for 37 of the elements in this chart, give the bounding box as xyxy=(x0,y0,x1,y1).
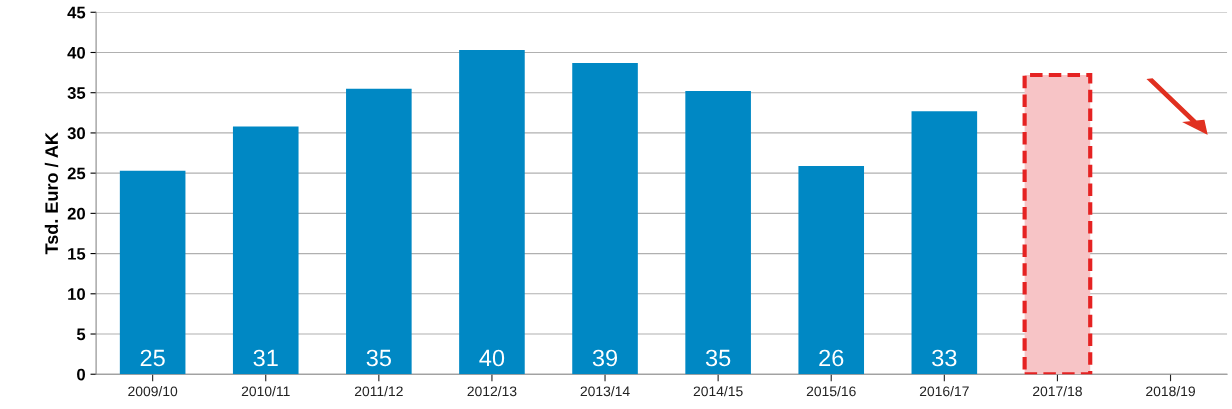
bar xyxy=(119,170,186,375)
x-tick-label: 2012/13 xyxy=(467,386,517,397)
x-tick-label: 2016/17 xyxy=(919,386,969,397)
x-tick-label: 2010/11 xyxy=(241,386,290,397)
bar xyxy=(572,62,638,375)
y-tick-label: 10 xyxy=(68,288,85,300)
x-tick-label: 2013/14 xyxy=(580,386,630,397)
data-label: 40 xyxy=(479,349,505,367)
x-tick-label: 2014/15 xyxy=(693,386,743,397)
data-label: 39 xyxy=(592,349,618,367)
bar xyxy=(685,91,751,375)
y-tick-label: 20 xyxy=(67,207,85,220)
y-tick-label: 15 xyxy=(68,248,86,260)
y-tick-label: 45 xyxy=(67,6,86,19)
y-tick-label: 5 xyxy=(76,328,86,341)
data-label: 35 xyxy=(705,349,731,367)
bar xyxy=(346,88,412,375)
y-axis-title: Tsd. Euro / AK xyxy=(44,132,59,255)
bar xyxy=(911,111,978,375)
data-label: 31 xyxy=(253,349,278,367)
bar xyxy=(232,126,299,375)
y-tick-label: 0 xyxy=(77,368,85,381)
y-tick-label: 40 xyxy=(67,46,85,59)
data-label: 35 xyxy=(366,349,391,367)
data-label: 26 xyxy=(819,349,844,367)
x-tick-label: 2017/18 xyxy=(1033,386,1082,397)
x-tick-label: 2015/16 xyxy=(806,386,856,397)
y-tick-label: 25 xyxy=(67,167,86,180)
y-tick-label: 35 xyxy=(67,87,86,99)
data-label: 33 xyxy=(932,349,957,367)
data-label: 25 xyxy=(140,349,165,367)
x-tick-label: 2009/10 xyxy=(128,386,178,397)
x-tick-label: 2011/12 xyxy=(354,386,403,397)
y-tick-label: 30 xyxy=(67,127,85,140)
bar xyxy=(459,50,525,375)
bar xyxy=(798,165,865,375)
x-tick-label: 2018/19 xyxy=(1146,386,1195,397)
